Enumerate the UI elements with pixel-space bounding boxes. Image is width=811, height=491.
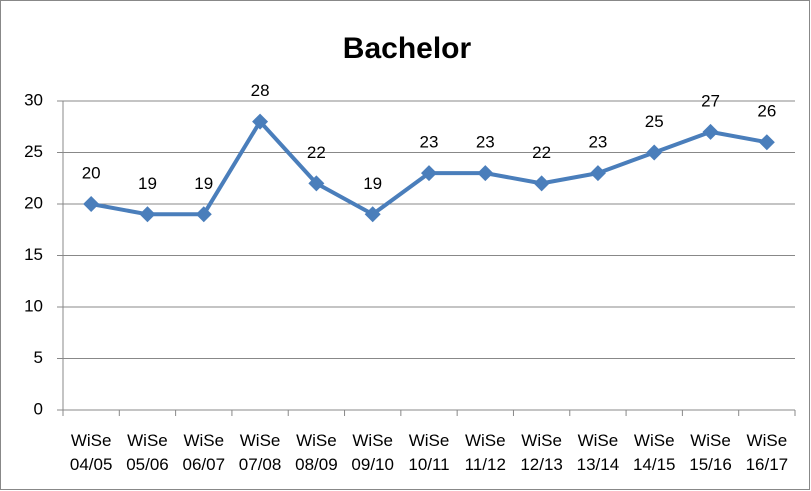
data-label: 26 bbox=[757, 102, 776, 121]
x-tick-label: WiSe 13/14 bbox=[577, 431, 620, 474]
x-tick-label: WiSe 15/16 bbox=[689, 431, 732, 474]
y-tick-label: 25 bbox=[24, 142, 43, 161]
marker bbox=[364, 206, 381, 223]
y-tick-label: 0 bbox=[34, 399, 43, 418]
chart-title: Bachelor bbox=[343, 32, 472, 65]
marker bbox=[83, 196, 100, 212]
marker bbox=[758, 134, 775, 151]
data-label: 23 bbox=[476, 133, 495, 152]
marker bbox=[702, 123, 719, 140]
y-tick-label: 5 bbox=[34, 348, 43, 367]
data-label: 19 bbox=[194, 174, 213, 193]
marker bbox=[589, 165, 606, 182]
x-tick-label: WiSe 10/11 bbox=[408, 431, 449, 474]
data-label: 25 bbox=[645, 112, 664, 131]
y-tick-label: 15 bbox=[24, 245, 43, 264]
marker bbox=[646, 144, 663, 161]
x-tick-label: WiSe 06/07 bbox=[182, 431, 225, 474]
y-tick-label: 30 bbox=[24, 90, 43, 109]
x-tick-label: WiSe 04/05 bbox=[70, 431, 113, 474]
data-label: 22 bbox=[532, 143, 551, 162]
data-label: 19 bbox=[363, 174, 382, 193]
y-tick-label: 10 bbox=[24, 296, 43, 315]
x-tick-label: WiSe 12/13 bbox=[520, 431, 563, 474]
x-tick-label: WiSe 07/08 bbox=[239, 431, 282, 474]
y-tick-label: 20 bbox=[24, 193, 43, 212]
marker bbox=[421, 165, 437, 182]
data-label: 23 bbox=[420, 133, 439, 152]
x-tick-label: WiSe 11/12 bbox=[465, 431, 506, 474]
x-tick-label: WiSe 05/06 bbox=[126, 431, 169, 474]
marker bbox=[139, 206, 156, 223]
x-tick-label: WiSe 08/09 bbox=[295, 431, 338, 474]
marker bbox=[195, 206, 212, 223]
x-tick-label: WiSe 16/17 bbox=[746, 431, 789, 474]
data-label: 20 bbox=[82, 163, 101, 182]
data-label: 28 bbox=[251, 81, 270, 100]
marker bbox=[533, 175, 550, 192]
data-label: 22 bbox=[307, 143, 326, 162]
data-label: 19 bbox=[138, 174, 157, 193]
marker bbox=[477, 165, 494, 182]
data-label: 27 bbox=[701, 91, 720, 110]
data-label: 23 bbox=[588, 133, 607, 152]
marker bbox=[308, 175, 325, 192]
x-tick-label: WiSe 09/10 bbox=[351, 431, 394, 474]
x-tick-label: WiSe 14/15 bbox=[633, 431, 676, 474]
marker bbox=[252, 113, 269, 130]
